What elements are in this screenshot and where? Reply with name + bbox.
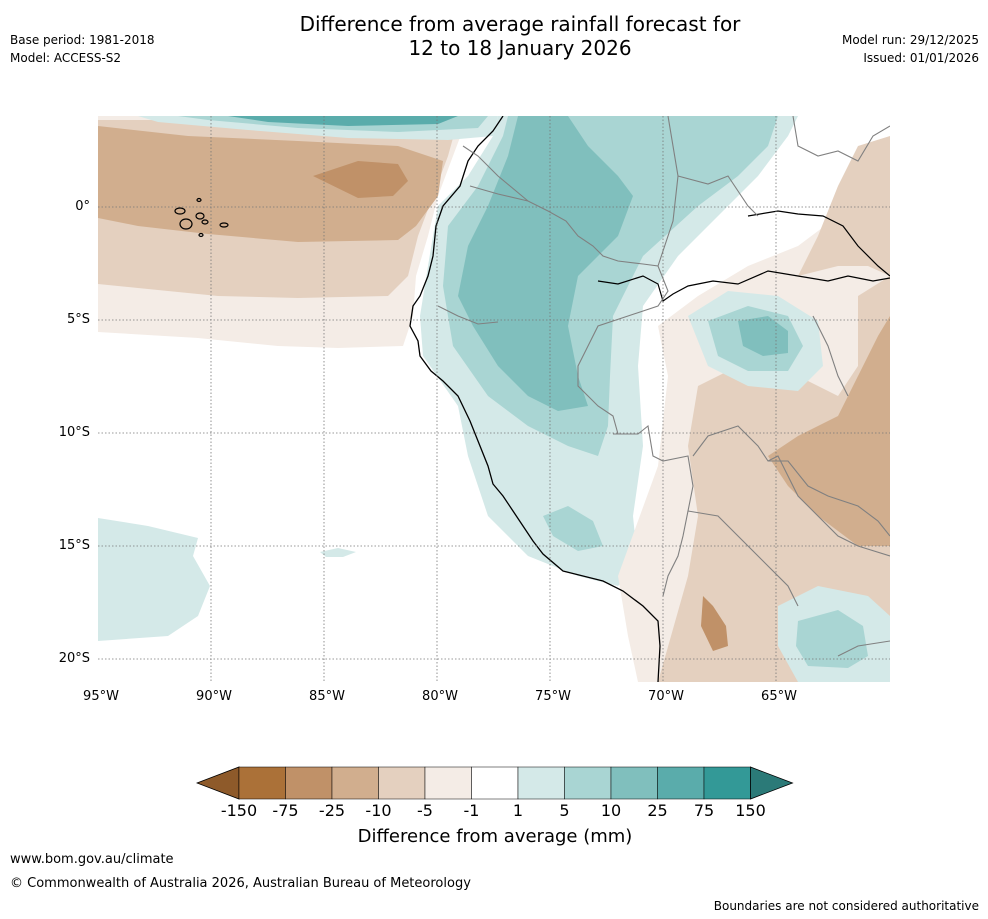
meta-right: Model run: 29/12/2025 Issued: 01/01/2026 (842, 31, 979, 67)
colorbar-tick-label: 25 (647, 801, 668, 820)
colorbar-tick-label: -5 (417, 801, 433, 820)
rainfall-map (98, 116, 890, 682)
central-wet-pool-core (738, 316, 788, 356)
colorbar-swatch (238, 766, 286, 800)
colorbar (196, 766, 794, 800)
lon-label-95w: 95°W (83, 689, 119, 704)
colorbar-tick-label: -1 (463, 801, 480, 820)
colorbar-swatch (331, 766, 379, 800)
colorbar-title: Difference from average (mm) (357, 826, 633, 847)
colorbar-tick-label: 5 (559, 801, 570, 820)
colorbar-arrow-left (196, 766, 240, 800)
galapagos-islands (174, 197, 229, 238)
lon-label-75w: 75°W (535, 689, 571, 704)
colorbar-swatch (424, 766, 472, 800)
base-period: Base period: 1981-2018 (10, 33, 155, 47)
colorbar-tick-label: 75 (693, 801, 715, 820)
lat-label-0: 0° (75, 199, 90, 214)
lon-label-70w: 70°W (648, 689, 684, 704)
north-coast (747, 210, 890, 277)
colorbar-swatch (610, 766, 658, 800)
lon-label-85w: 85°W (309, 689, 345, 704)
north-wet-band-core (228, 116, 458, 126)
colorbar-swatch (285, 766, 333, 800)
footer-disclaimer: Boundaries are not considered authoritat… (713, 899, 979, 913)
colorbar-swatches (196, 766, 794, 800)
colorbar-swatch (471, 766, 519, 800)
colorbar-tick-label: 1 (512, 801, 524, 820)
colorbar-tick-label: 10 (600, 801, 622, 820)
colorbar-swatch (703, 766, 751, 800)
title-line-1: Difference from average rainfall forecas… (299, 12, 741, 36)
lat-label-20s: 20°S (58, 651, 90, 666)
lon-label-65w: 65°W (761, 689, 797, 704)
title-block: Difference from average rainfall forecas… (0, 12, 988, 60)
colorbar-arrow-right (750, 766, 794, 800)
colorbar-tick-label: -10 (365, 801, 392, 820)
title-line-2: 12 to 18 January 2026 (408, 36, 632, 60)
colorbar-tick-label: -75 (272, 801, 299, 820)
colorbar-swatch (657, 766, 705, 800)
colorbar-swatch (564, 766, 612, 800)
footer-website: www.bom.gov.au/climate (10, 852, 174, 867)
lon-label-80w: 80°W (422, 689, 458, 704)
issued-date: Issued: 01/01/2026 (863, 51, 979, 65)
colorbar-swatch (517, 766, 565, 800)
model-name: Model: ACCESS-S2 (10, 51, 122, 65)
northeast-dry-patch (798, 136, 890, 276)
model-run: Model run: 29/12/2025 (841, 33, 979, 47)
lat-label-5s: 5°S (66, 312, 90, 327)
amazon-dry-zone-core (768, 316, 890, 546)
colorbar-tick-label: -150 (220, 801, 258, 820)
andean-dry-patch (701, 596, 728, 651)
coastal-wet-patch (543, 506, 603, 551)
small-wet-blob (320, 548, 356, 557)
colorbar-swatch (378, 766, 426, 800)
southwest-wet-patch (98, 518, 210, 641)
graticule (98, 116, 890, 682)
country-borders (437, 116, 890, 657)
pacific-dry-zone-peak (313, 161, 408, 198)
colorbar-tick-label: 150 (735, 801, 766, 820)
amazon-estuary-coast (597, 270, 890, 302)
lat-label-15s: 15°S (58, 538, 90, 553)
southeast-wet-pool-mid (796, 610, 868, 668)
meta-left: Base period: 1981-2018 Model: ACCESS-S2 (10, 31, 155, 67)
coastline (409, 116, 661, 682)
footer-copyright: © Commonwealth of Australia 2026, Austra… (10, 876, 471, 891)
lat-label-10s: 10°S (58, 425, 90, 440)
colorbar-tick-label: -25 (318, 801, 346, 820)
lon-label-90w: 90°W (196, 689, 232, 704)
amazon-dry-zone-mid (658, 276, 890, 682)
andes-wet-zone-core (458, 116, 633, 411)
